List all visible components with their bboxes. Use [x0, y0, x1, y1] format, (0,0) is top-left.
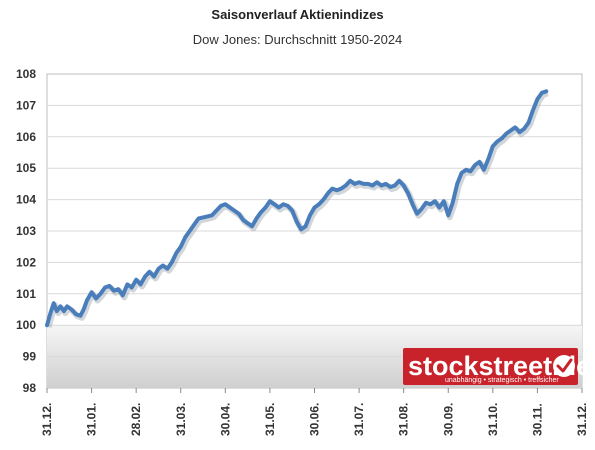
logo-background — [403, 348, 578, 385]
x-tick-label: 30.06. — [308, 403, 322, 436]
logo-tagline-text: unabhängig • strategisch • treffsicher — [445, 377, 559, 384]
y-tick-label: 101 — [16, 287, 36, 301]
y-tick-label: 104 — [16, 193, 36, 207]
chart-subtitle: Dow Jones: Durchschnitt 1950-2024 — [192, 32, 403, 47]
x-tick-label: 31.12. — [575, 403, 589, 436]
x-tick-label: 31.10. — [486, 403, 500, 436]
x-tick-label: 31.08. — [397, 403, 411, 436]
stockstreet-logo: stockstreet.de unabhängig • strategisch … — [403, 348, 591, 385]
y-tick-label: 100 — [16, 318, 36, 332]
x-tick-label: 31.07. — [352, 403, 366, 436]
chart-title: Saisonverlauf Aktienindizes — [211, 7, 384, 22]
x-tick-label: 30.11. — [530, 403, 544, 436]
x-tick-label: 28.02. — [129, 403, 143, 436]
x-tick-label: 30.09. — [441, 403, 455, 436]
x-tick-label: 31.01. — [85, 403, 99, 436]
x-tick-label: 30.04. — [218, 403, 232, 436]
x-tick-label: 31.03. — [174, 403, 188, 436]
y-tick-label: 108 — [16, 67, 36, 81]
series-line — [45, 89, 549, 328]
checkmark-icon — [556, 358, 573, 373]
x-tick-label: 31.12. — [40, 403, 54, 436]
y-tick-label: 103 — [16, 224, 36, 238]
y-tick-label: 98 — [23, 381, 37, 395]
y-tick-label: 106 — [16, 130, 36, 144]
y-tick-label: 107 — [16, 98, 36, 112]
y-tick-label: 105 — [16, 161, 36, 175]
x-tick-label: 31.05. — [263, 403, 277, 436]
checkmark-icon-circle — [553, 355, 575, 377]
y-tick-label: 102 — [16, 255, 36, 269]
y-tick-label: 99 — [23, 350, 37, 364]
